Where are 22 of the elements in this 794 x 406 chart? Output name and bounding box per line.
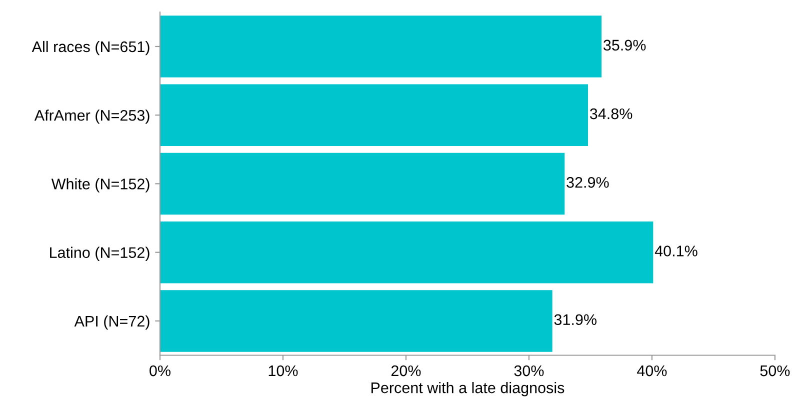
data-label: 34.8%: [590, 108, 632, 120]
bar: [160, 16, 602, 78]
bar: [160, 290, 552, 352]
data-label: 31.9%: [554, 314, 596, 326]
bar: [160, 84, 588, 146]
bar: [160, 221, 654, 284]
y-tick-label: All races (N=651): [32, 40, 150, 56]
x-tick-label: 20%: [391, 365, 421, 376]
y-tick-label: White (N=152): [51, 178, 150, 192]
x-tick-label: 30%: [514, 365, 544, 376]
x-tick-label: 10%: [268, 365, 298, 376]
data-label: 35.9%: [604, 40, 646, 51]
data-label: 32.9%: [566, 177, 609, 188]
y-tick-label: Latino (N=152): [50, 246, 150, 262]
y-tick-label: API (N=72): [74, 315, 150, 330]
x-tick-label: 40%: [637, 365, 667, 376]
bar: [160, 152, 565, 215]
data-label: 40.1%: [654, 246, 698, 256]
x-axis-title: Percent with a late diagnosis: [371, 382, 564, 396]
x-tick-label: 0%: [150, 365, 170, 376]
x-tick-label: 50%: [760, 365, 790, 376]
y-tick-label: AfrAmer (N=253): [34, 110, 150, 124]
